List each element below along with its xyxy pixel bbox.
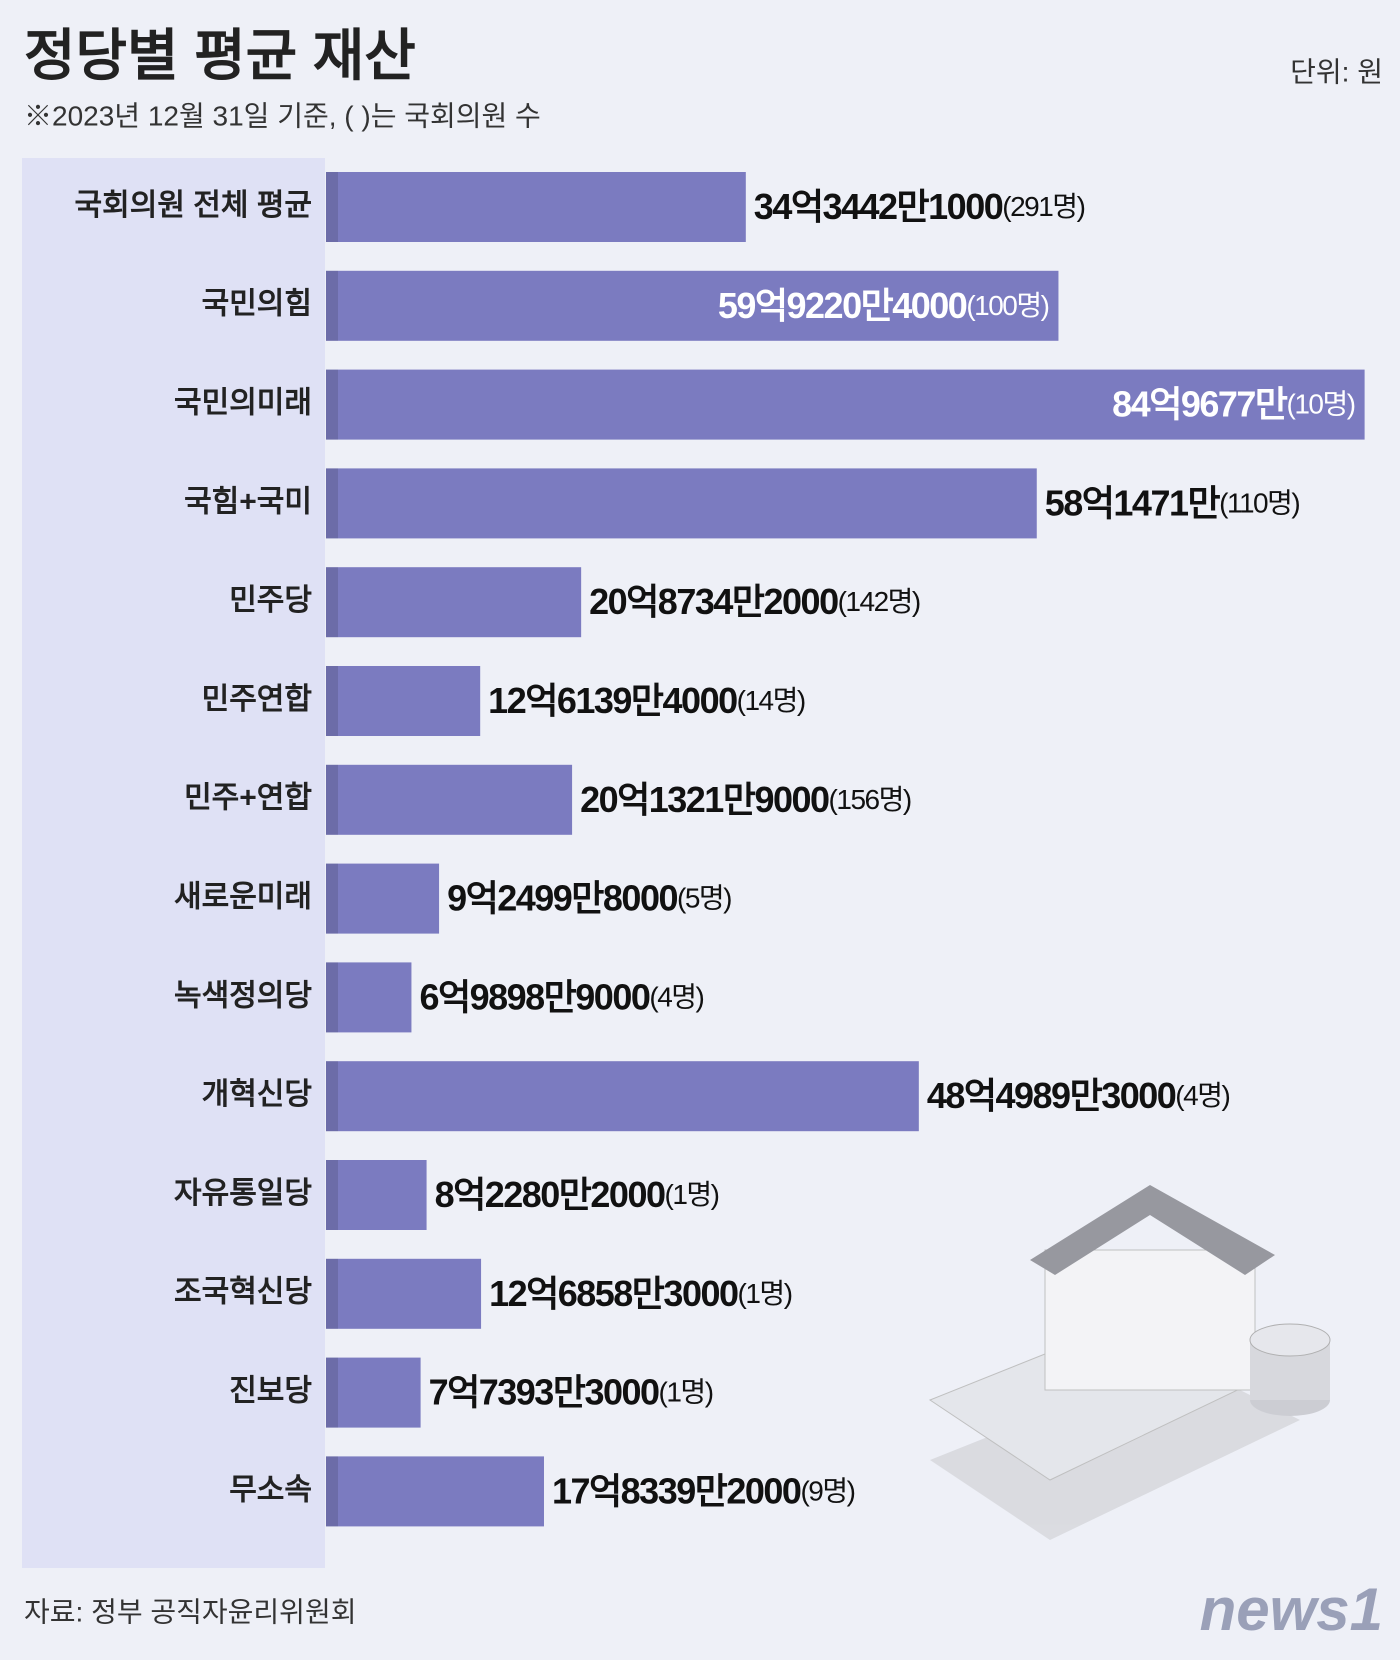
bar-shade xyxy=(326,468,338,539)
member-count: (1명) xyxy=(659,1377,713,1408)
logo: news1 xyxy=(1200,1576,1383,1643)
bar xyxy=(326,666,481,736)
bar xyxy=(326,567,582,638)
bar-shade xyxy=(326,270,338,341)
bar xyxy=(326,1357,421,1428)
money-stack xyxy=(930,1360,1300,1540)
label-panel xyxy=(22,158,325,1568)
bar xyxy=(326,863,440,934)
bar-shade xyxy=(326,369,338,440)
member-count: (4명) xyxy=(1175,1081,1229,1112)
category-label: 국회의원 전체 평균 xyxy=(75,189,312,222)
member-count: (1명) xyxy=(665,1179,719,1210)
member-count: (9명) xyxy=(800,1476,854,1507)
value-amount: 17억8339만2000 xyxy=(552,1470,801,1511)
bar-shade xyxy=(326,1357,338,1428)
value-label: 20억8734만2000(142명) xyxy=(589,581,920,622)
value-amount: 84억9677만 xyxy=(1112,383,1288,424)
chart-subtitle: ※2023년 12월 31일 기준, ( )는 국회의원 수 xyxy=(24,100,541,131)
bar-shade xyxy=(326,172,338,242)
bar-shade xyxy=(326,1456,338,1527)
member-count: (14명) xyxy=(737,685,805,716)
value-amount: 6억9898만9000 xyxy=(419,976,649,1017)
value-label: 58억1471만(110명) xyxy=(1045,482,1300,523)
illustration xyxy=(928,1185,1331,1540)
member-count: (100명) xyxy=(966,290,1048,321)
value-label: 9억2499만8000(5명) xyxy=(447,877,731,918)
unit-note: 단위: 원 xyxy=(1290,56,1383,87)
bar xyxy=(326,1456,544,1527)
value-label: 7억7393만3000(1명) xyxy=(429,1371,713,1412)
bar-shade xyxy=(326,567,338,638)
bar xyxy=(326,468,1037,539)
value-label: 84억9677만(10명) xyxy=(1112,383,1355,424)
value-amount: 9억2499만8000 xyxy=(447,877,677,918)
value-amount: 48억4989만3000 xyxy=(927,1075,1176,1116)
value-label: 20억1321만9000(156명) xyxy=(580,778,911,819)
value-label: 48억4989만3000(4명) xyxy=(927,1075,1230,1116)
value-amount: 58억1471만 xyxy=(1045,482,1221,523)
bar-shade xyxy=(326,962,338,1033)
bar-shade xyxy=(326,666,338,736)
member-count: (1명) xyxy=(738,1278,792,1309)
bar xyxy=(326,270,1059,341)
category-label: 민주당 xyxy=(229,584,312,617)
bar-shade xyxy=(326,1061,338,1132)
category-label: 민주연합 xyxy=(202,683,313,716)
category-label: 새로운미래 xyxy=(174,881,312,914)
bar-shade xyxy=(326,1258,338,1329)
source-note: 자료: 정부 공직자윤리위원회 xyxy=(24,1596,356,1627)
value-label: 12억6858만3000(1명) xyxy=(489,1272,792,1313)
bar-shade xyxy=(326,863,338,934)
member-count: (110명) xyxy=(1219,488,1299,519)
category-label: 국민의미래 xyxy=(174,387,312,420)
value-label: 34억3442만1000(291명) xyxy=(754,186,1085,227)
bar xyxy=(326,369,1365,440)
bar-shade xyxy=(326,1160,338,1230)
category-label: 녹색정의당 xyxy=(174,979,312,1012)
value-amount: 34억3442만1000 xyxy=(754,186,1003,227)
house-roof xyxy=(1030,1185,1275,1275)
category-label: 진보당 xyxy=(229,1375,312,1408)
member-count: (10명) xyxy=(1287,389,1355,420)
value-label: 6억9898만9000(4명) xyxy=(419,976,703,1017)
member-count: (4명) xyxy=(649,982,703,1013)
category-label: 무소속 xyxy=(229,1473,312,1506)
bar xyxy=(326,172,746,242)
bar xyxy=(326,1258,482,1329)
bar xyxy=(326,764,573,835)
value-amount: 20억1321만9000 xyxy=(580,778,829,819)
category-label: 개혁신당 xyxy=(202,1078,313,1111)
value-label: 59억9220만4000(100명) xyxy=(718,284,1049,325)
value-amount: 59억9220만4000 xyxy=(718,284,967,325)
value-label: 12억6139만4000(14명) xyxy=(488,680,805,721)
bar-shade xyxy=(326,764,338,835)
chart-title: 정당별 평균 재산 xyxy=(24,24,416,87)
value-label: 17억8339만2000(9명) xyxy=(552,1470,855,1511)
value-label: 8억2280만2000(1명) xyxy=(435,1174,719,1215)
value-amount: 8억2280만2000 xyxy=(435,1174,665,1215)
value-amount: 12억6139만4000 xyxy=(488,680,737,721)
member-count: (156명) xyxy=(829,784,911,815)
house-body xyxy=(1044,1249,1256,1391)
bar xyxy=(326,962,412,1033)
bar xyxy=(326,1061,919,1132)
category-label: 자유통일당 xyxy=(174,1177,312,1210)
bar xyxy=(326,1160,427,1230)
value-amount: 7억7393만3000 xyxy=(429,1371,659,1412)
member-count: (5명) xyxy=(677,883,731,914)
member-count: (142명) xyxy=(838,587,920,618)
category-label: 국민의힘 xyxy=(202,288,312,321)
coin-top xyxy=(1249,1323,1331,1357)
value-amount: 12억6858만3000 xyxy=(489,1272,738,1313)
category-label: 민주+연합 xyxy=(184,782,312,815)
member-count: (291명) xyxy=(1002,191,1084,222)
category-label: 국힘+국미 xyxy=(184,485,312,518)
value-amount: 20억8734만2000 xyxy=(589,581,838,622)
category-label: 조국혁신당 xyxy=(174,1276,312,1309)
